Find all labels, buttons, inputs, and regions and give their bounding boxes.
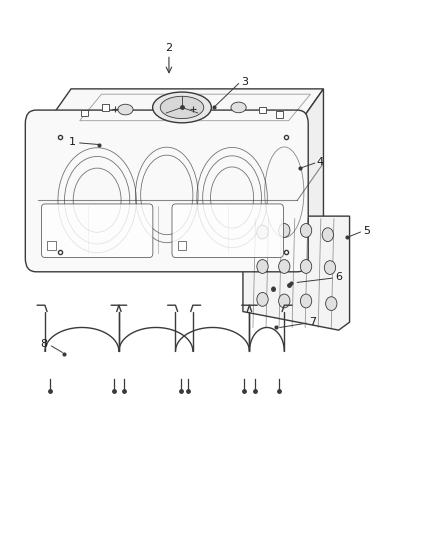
Bar xyxy=(47,241,56,249)
Circle shape xyxy=(257,225,268,239)
Ellipse shape xyxy=(118,104,133,115)
Text: 4: 4 xyxy=(317,157,324,166)
Text: 6: 6 xyxy=(335,272,342,282)
Circle shape xyxy=(325,297,337,311)
Circle shape xyxy=(257,293,268,306)
Polygon shape xyxy=(243,216,350,330)
Bar xyxy=(259,107,266,114)
Circle shape xyxy=(300,260,312,273)
Polygon shape xyxy=(297,89,323,259)
Circle shape xyxy=(279,223,290,237)
Text: 3: 3 xyxy=(241,77,248,87)
Text: 5: 5 xyxy=(364,226,371,236)
Circle shape xyxy=(257,260,268,273)
Circle shape xyxy=(279,294,290,308)
Circle shape xyxy=(300,294,312,308)
FancyBboxPatch shape xyxy=(172,204,283,257)
Text: 1: 1 xyxy=(69,137,76,147)
Ellipse shape xyxy=(160,96,204,118)
Circle shape xyxy=(279,260,290,273)
Ellipse shape xyxy=(231,102,246,113)
Bar xyxy=(81,110,88,116)
Text: 7: 7 xyxy=(309,317,316,327)
Bar xyxy=(276,111,283,117)
Circle shape xyxy=(322,228,333,241)
Bar xyxy=(178,241,186,249)
Ellipse shape xyxy=(152,92,212,123)
Bar xyxy=(102,104,110,111)
Circle shape xyxy=(324,261,336,274)
Circle shape xyxy=(300,223,312,237)
FancyBboxPatch shape xyxy=(42,204,153,257)
Text: 8: 8 xyxy=(40,340,48,350)
Text: 2: 2 xyxy=(166,43,173,53)
FancyBboxPatch shape xyxy=(25,110,308,272)
Polygon shape xyxy=(45,89,323,126)
